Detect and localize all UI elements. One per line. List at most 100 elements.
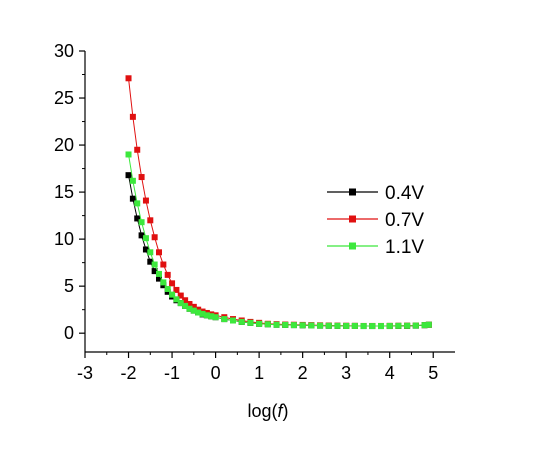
data-point xyxy=(186,301,193,308)
data-point xyxy=(199,310,206,317)
data-point xyxy=(142,197,149,204)
x-tick-label: 2 xyxy=(298,363,308,383)
legend-marker xyxy=(349,215,356,223)
data-point xyxy=(147,249,154,256)
data-point xyxy=(160,261,167,268)
data-point xyxy=(247,319,254,326)
data-point xyxy=(173,296,180,303)
y-tick-label: 15 xyxy=(54,182,74,202)
x-axis-label-var: f xyxy=(278,401,285,421)
x-tick-label: -3 xyxy=(77,363,93,383)
data-point xyxy=(425,321,432,328)
data-point xyxy=(325,322,332,329)
data-point xyxy=(221,316,228,323)
x-tick-label: 4 xyxy=(385,363,395,383)
legend-marker xyxy=(349,188,356,196)
data-point xyxy=(369,323,376,330)
series-1.1V xyxy=(125,151,432,330)
data-point xyxy=(125,75,132,82)
data-point xyxy=(212,314,219,321)
y-tick-label: 20 xyxy=(54,135,74,155)
data-point xyxy=(208,313,215,320)
data-point xyxy=(151,268,158,275)
data-point xyxy=(186,305,193,312)
x-tick-label: 0 xyxy=(211,363,221,383)
data-point xyxy=(230,317,236,324)
legend-item-0.7V: 0.7V xyxy=(327,210,424,231)
data-point xyxy=(138,232,145,239)
data-point xyxy=(169,291,176,298)
y-tick-label: 5 xyxy=(64,276,74,296)
x-tick-label: -1 xyxy=(164,363,180,383)
axes xyxy=(84,51,455,353)
data-point xyxy=(386,322,393,329)
data-point xyxy=(203,312,210,319)
legend-item-1.1V: 1.1V xyxy=(327,237,424,258)
x-tick-label: 1 xyxy=(254,363,264,383)
data-point xyxy=(334,322,341,329)
x-axis-label: log(f) xyxy=(247,401,288,421)
legend-label: 1.1V xyxy=(385,237,424,258)
data-point xyxy=(142,246,149,253)
x-axis-label-prefix: log( xyxy=(247,401,277,421)
data-point xyxy=(190,303,197,310)
y-tick-label: 30 xyxy=(54,41,74,61)
data-point xyxy=(360,323,367,330)
data-point xyxy=(138,174,145,181)
data-point xyxy=(151,261,158,268)
y-tick-label: 0 xyxy=(64,323,74,343)
data-point xyxy=(190,307,197,314)
series-line xyxy=(128,175,429,327)
data-point xyxy=(351,322,358,329)
data-point xyxy=(395,322,402,329)
data-point xyxy=(156,275,162,282)
data-point xyxy=(125,151,132,158)
data-point xyxy=(182,297,189,304)
data-point xyxy=(299,322,306,329)
x-axis-label-suffix: ) xyxy=(283,401,289,421)
y-tick-label: 25 xyxy=(54,88,74,108)
data-point xyxy=(256,320,263,327)
data-point xyxy=(282,321,289,328)
data-point xyxy=(142,235,149,242)
y-tick-label: 10 xyxy=(54,229,74,249)
x-tick-label: -2 xyxy=(121,363,137,383)
tick-labels: -3 -2 -1 0 1 2 3 4 5 0 5 10 15 20 25 30 xyxy=(54,41,438,383)
series-line xyxy=(128,154,429,327)
data-point xyxy=(138,219,145,226)
data-point xyxy=(404,322,411,329)
data-point xyxy=(264,321,271,328)
data-point xyxy=(164,271,171,278)
data-point xyxy=(169,280,176,287)
data-point xyxy=(151,234,158,241)
data-point xyxy=(173,286,180,293)
data-point xyxy=(238,318,245,325)
data-point xyxy=(156,270,162,277)
data-point xyxy=(177,300,184,307)
data-point xyxy=(182,302,189,309)
data-point xyxy=(273,321,280,328)
data-point xyxy=(134,215,141,222)
data-point xyxy=(147,217,154,224)
legend-marker xyxy=(349,242,356,250)
data-point xyxy=(308,322,315,329)
data-point xyxy=(177,292,184,299)
data-point xyxy=(378,323,384,330)
data-point xyxy=(290,322,297,329)
data-point xyxy=(129,113,136,120)
data-point xyxy=(195,309,202,316)
x-tick-label: 5 xyxy=(428,363,438,383)
data-point xyxy=(317,322,324,329)
data-point xyxy=(125,172,132,179)
data-point xyxy=(147,258,154,265)
data-point xyxy=(156,249,162,256)
series-layer xyxy=(125,75,432,330)
data-point xyxy=(421,322,428,329)
data-point xyxy=(134,200,141,207)
data-point xyxy=(160,279,167,286)
data-point xyxy=(134,146,141,153)
legend: 0.4V 0.7V 1.1V xyxy=(327,183,424,258)
data-point xyxy=(129,195,136,202)
legend-item-0.4V: 0.4V xyxy=(327,183,424,204)
data-point xyxy=(164,285,171,292)
